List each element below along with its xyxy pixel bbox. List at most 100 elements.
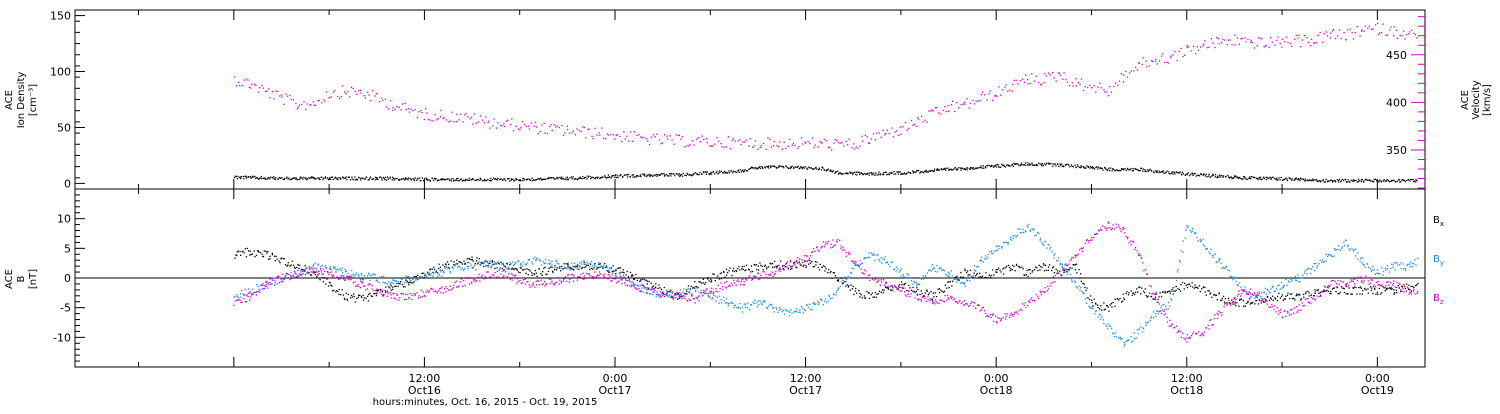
bx-point [298,264,299,265]
bz-point [695,302,696,303]
bz-point [318,271,319,272]
density-point [708,173,709,174]
bz-point [728,286,729,287]
by-point [1078,286,1079,287]
velocity-point [1041,83,1042,84]
by-point [590,263,591,264]
bz-point [577,280,578,281]
velocity-point [575,134,576,135]
bx-point [250,251,251,252]
by-point [289,279,290,280]
bz-point [888,287,889,288]
by-point [872,254,873,255]
bx-point [285,264,286,265]
by-point [735,305,736,306]
bx-point [391,285,392,286]
bx-point [1016,264,1017,265]
density-point [1373,181,1374,182]
bx-point [1303,297,1304,298]
density-point [556,178,557,179]
by-point [784,314,785,315]
velocity-point [1127,76,1128,77]
by-point [1372,269,1373,270]
by-point [586,261,587,262]
bx-point [554,269,555,270]
bz-point [683,295,684,296]
density-point [484,179,485,180]
bz-point [341,275,342,276]
velocity-point [1252,42,1253,43]
bx-point [810,263,811,264]
density-point [988,165,989,166]
by-point [705,293,706,294]
time-tick-date-3: Oct18 [980,384,1013,397]
bz-point [726,287,727,288]
by-point [984,258,985,259]
velocity-point [994,95,995,96]
by-point [965,286,966,287]
velocity-point [970,103,971,104]
bx-point [536,273,537,274]
bx-point [696,286,697,287]
density-point [991,165,992,166]
by-point [314,263,315,264]
velocity-point [1135,67,1136,68]
by-point [360,279,361,280]
by-point [427,271,428,272]
by-point [613,270,614,271]
by-point [269,284,270,285]
velocity-point [776,145,777,146]
density-point [947,168,948,169]
density-point [628,174,629,175]
bx-point [1158,299,1159,300]
by-point [568,262,569,263]
velocity-point [1203,46,1204,47]
velocity-point [465,113,466,114]
velocity-point [1403,31,1404,32]
by-point [956,281,957,282]
bx-point [412,282,413,283]
bz-point [685,294,686,295]
bx-point [659,287,660,288]
density-point [923,172,924,173]
by-point [1108,323,1109,324]
bx-point [1013,266,1014,267]
bz-point [825,244,826,245]
density-point [388,178,389,179]
density-point [710,172,711,173]
density-point [1372,181,1373,182]
bz-point [401,293,402,294]
by-point [575,267,576,268]
bx-point [872,293,873,294]
density-point [1016,163,1017,164]
bx-point [1030,273,1031,274]
by-point [1345,240,1346,241]
bx-point [1405,288,1406,289]
by-point [1124,346,1125,347]
velocity-point [239,85,240,86]
by-point [1160,307,1161,308]
by-point [1236,281,1237,282]
density-point [419,177,420,178]
density-point [1271,177,1272,178]
by-point [345,269,346,270]
by-point [742,311,743,312]
density-point [771,166,772,167]
by-point [778,312,779,313]
density-point [869,175,870,176]
density-point [1388,180,1389,181]
bx-point [1112,302,1113,303]
density-point [602,176,603,177]
velocity-point [1383,24,1384,25]
velocity-point [716,137,717,138]
density-point [736,172,737,173]
density-point [551,177,552,178]
density-point [449,180,450,181]
bz-point [659,294,660,295]
density-point [1218,177,1219,178]
density-point [760,168,761,169]
velocity-point [596,134,597,135]
velocity-point [358,90,359,91]
density-point [985,167,986,168]
velocity-point [234,76,235,77]
